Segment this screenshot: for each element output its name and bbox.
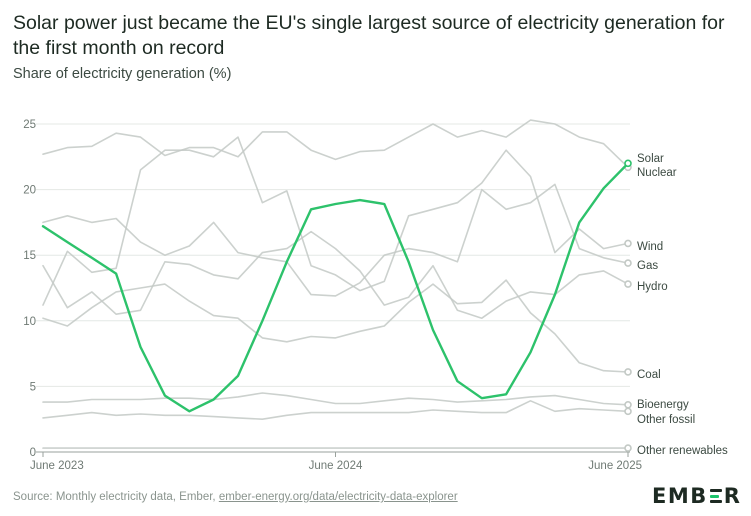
series-end-marker-bioenergy xyxy=(624,400,632,409)
chart-title: Solar power just became the EU's single … xyxy=(13,12,725,59)
series-label-gas: Gas xyxy=(637,260,658,272)
series-end-marker-solar xyxy=(624,159,632,168)
gridlines xyxy=(36,123,630,387)
y-tick-label-10: 10 xyxy=(23,316,36,328)
x-tick-label-0: June 2023 xyxy=(30,460,84,472)
line-chart: 0 5 10 15 20 25 June 2023 June 2024 June 2025 N… xyxy=(23,119,728,472)
series-lines xyxy=(41,119,632,452)
y-axis-ticks: 0 5 10 15 20 25 xyxy=(23,119,36,459)
series-label-other-renewables: Other renewables xyxy=(637,445,728,457)
x-tick-label-1: June 2024 xyxy=(309,460,363,472)
series-label-bioenergy: Bioenergy xyxy=(637,399,689,411)
x-axis: June 2023 June 2024 June 2025 xyxy=(30,451,642,472)
logo-e-mark xyxy=(709,488,723,504)
series-label-solar: Solar xyxy=(637,153,664,165)
series-line-other-fossil xyxy=(42,399,629,421)
series-label-nuclear: Nuclear xyxy=(637,167,677,179)
y-tick-label-25: 25 xyxy=(23,119,36,131)
series-line-solar xyxy=(41,162,630,413)
y-tick-label-15: 15 xyxy=(23,250,36,262)
series-end-marker-wind xyxy=(624,239,632,248)
series-end-marker-coal xyxy=(624,368,632,376)
series-label-other-fossil: Other fossil xyxy=(637,414,695,426)
series-labels: Nuclear Wind Gas Hydro Coal Bioenergy Other fo… xyxy=(637,153,728,457)
source-prefix: Source: Monthly electricity data, Ember, xyxy=(13,491,219,503)
series-label-hydro: Hydro xyxy=(637,281,668,293)
series-end-marker-other-fossil xyxy=(624,407,632,416)
x-tick-label-2: June 2025 xyxy=(588,460,642,472)
series-line-coal xyxy=(42,279,629,373)
source-link[interactable]: ember-energy.org/data/electricity-data-e… xyxy=(218,491,458,503)
source-note: Source: Monthly electricity data, Ember,… xyxy=(13,491,458,503)
series-label-wind: Wind xyxy=(637,241,663,253)
chart-subtitle: Share of electricity generation (%) xyxy=(13,66,232,82)
logo-text-end: R xyxy=(723,484,742,508)
y-tick-label-5: 5 xyxy=(30,381,36,393)
series-line-nuclear xyxy=(42,119,629,169)
series-end-marker-gas xyxy=(624,259,632,267)
series-line-gas xyxy=(42,183,629,297)
series-label-coal: Coal xyxy=(637,369,661,381)
y-tick-label-20: 20 xyxy=(23,185,36,197)
series-line-hydro xyxy=(42,230,629,320)
ember-logo: EMB R xyxy=(652,484,741,508)
series-end-marker-hydro xyxy=(624,280,632,288)
series-end-marker-other-renewables xyxy=(624,444,632,452)
series-line-wind xyxy=(42,136,629,306)
y-tick-label-0: 0 xyxy=(30,447,36,459)
logo-text-start: EMB xyxy=(652,484,708,508)
series-line-bioenergy xyxy=(42,392,629,406)
